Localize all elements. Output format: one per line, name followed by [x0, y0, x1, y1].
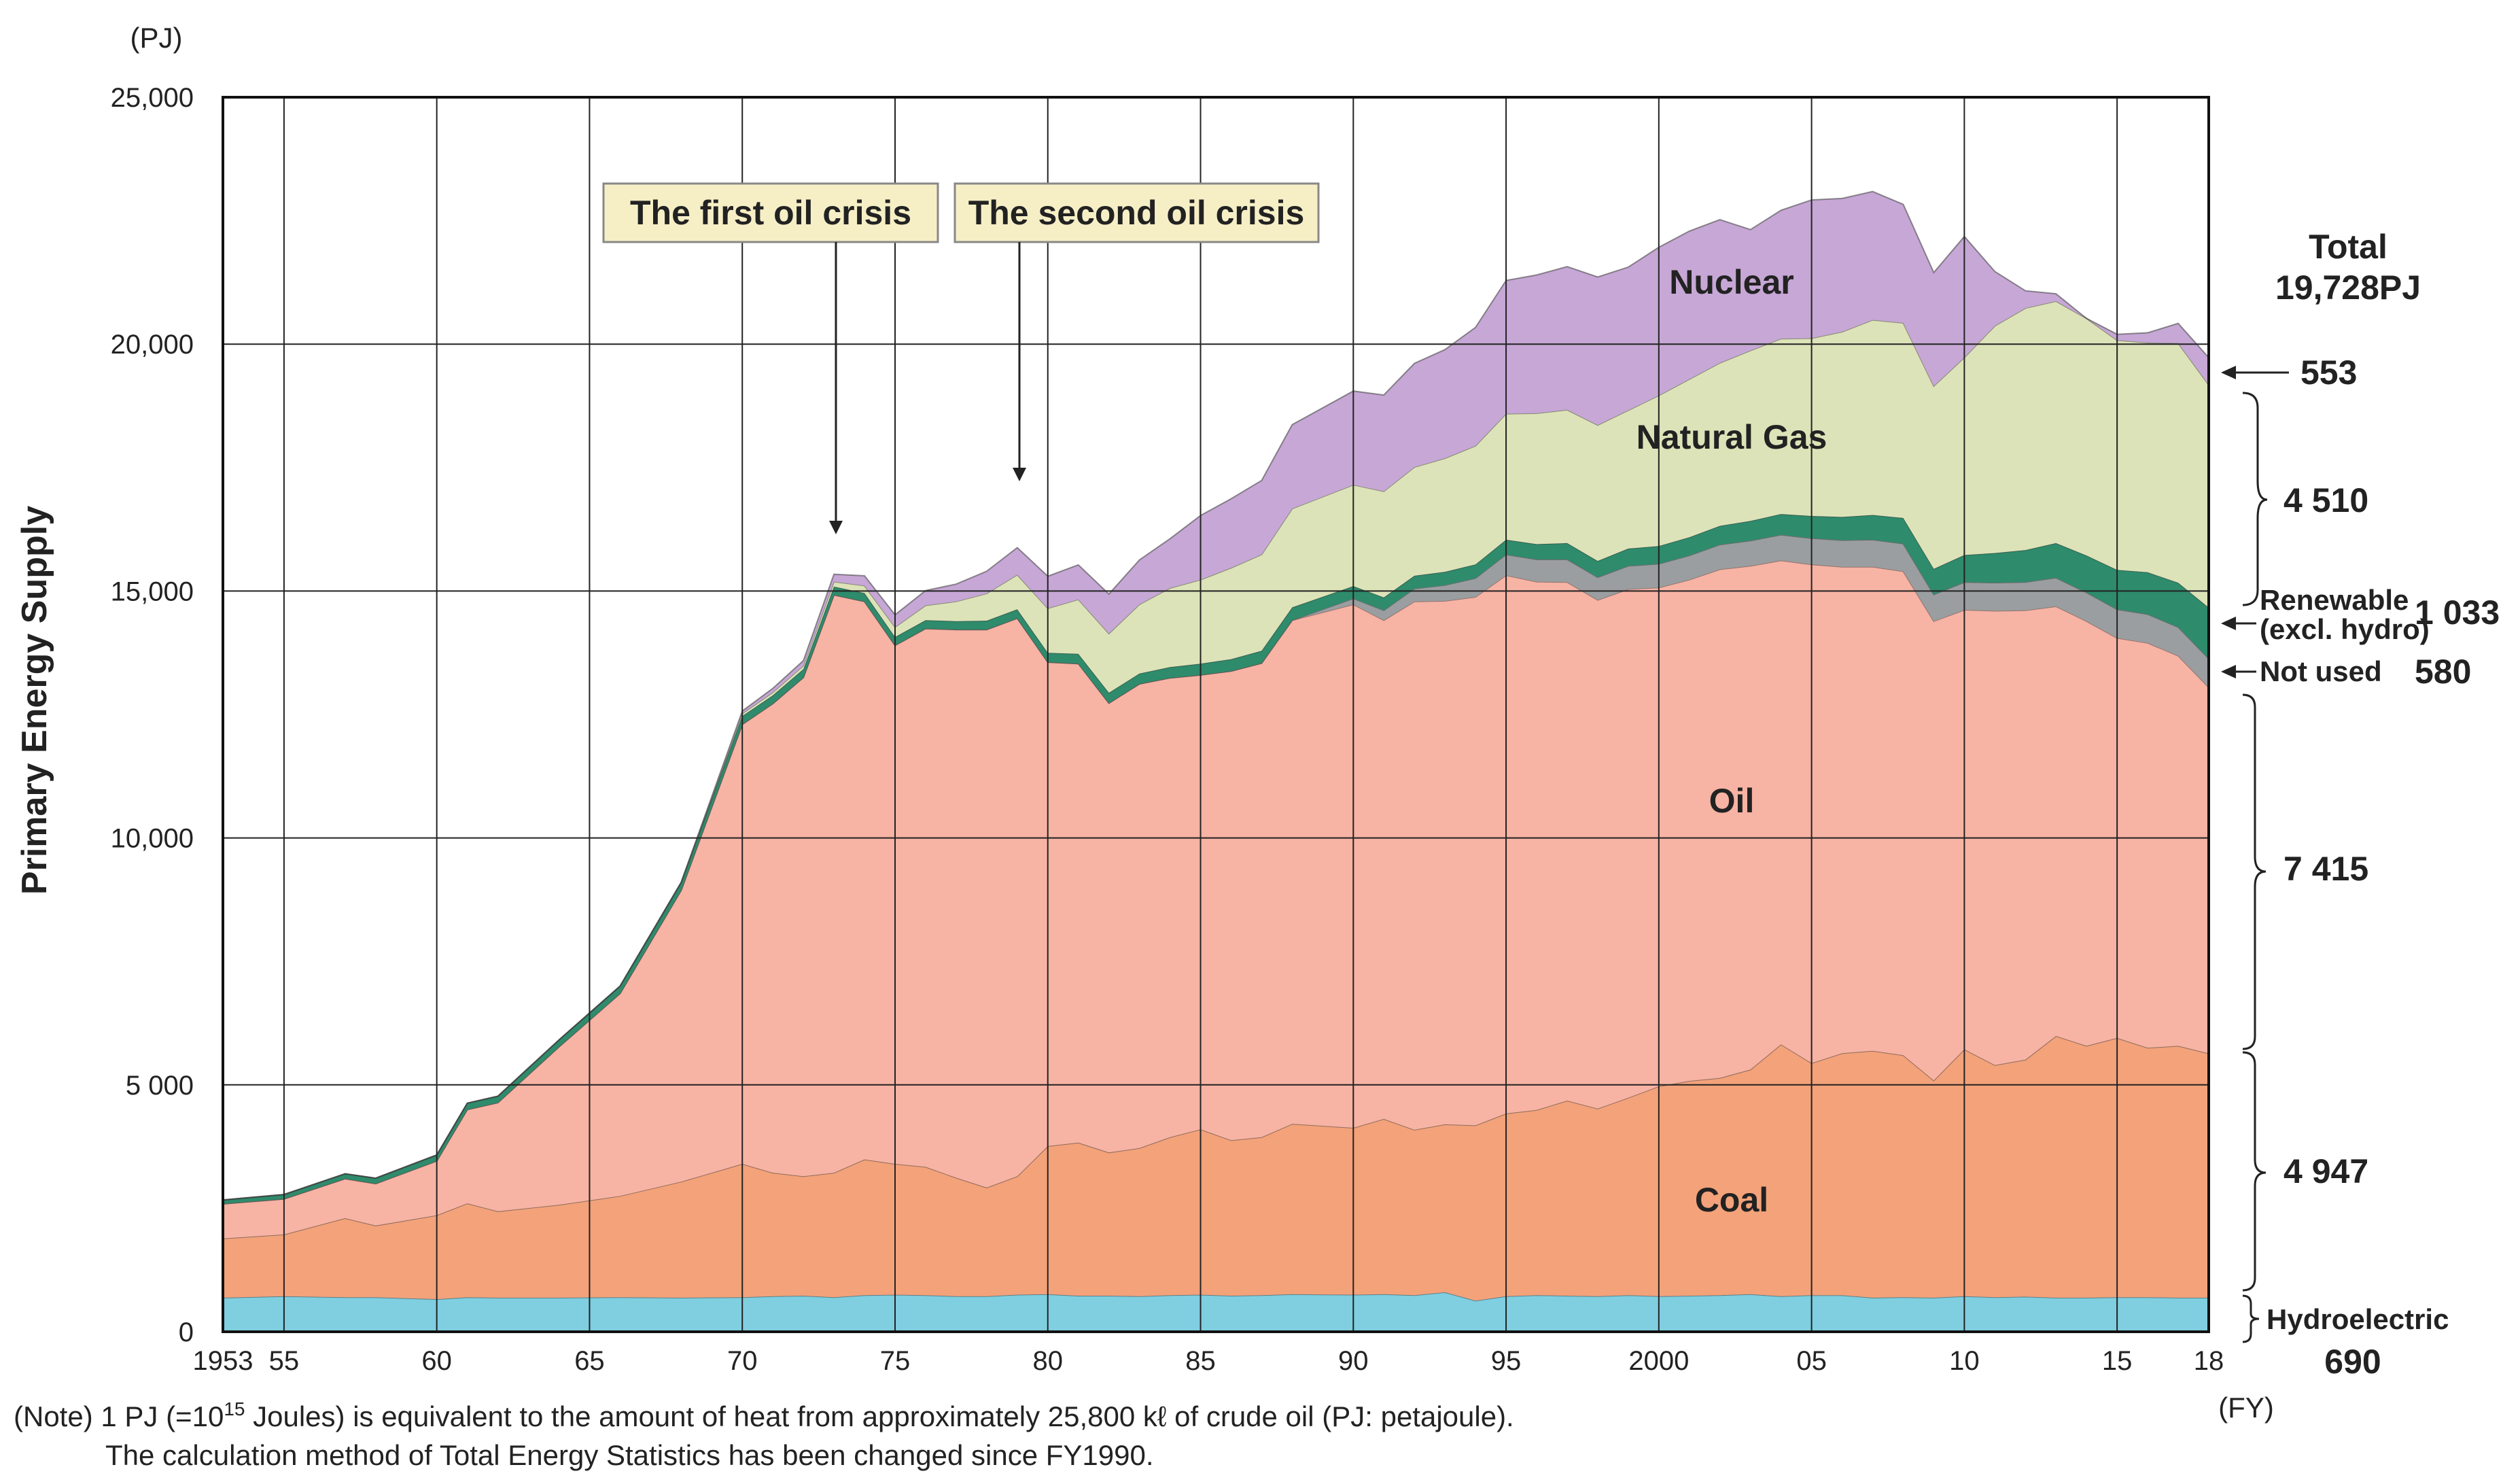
- y-tick-label: 15,000: [111, 576, 194, 606]
- edge-hydroelectric: [222, 1291, 2209, 1302]
- area-nuclear: [223, 191, 2209, 1201]
- y-tick-label: 10,000: [111, 824, 194, 854]
- x-tick-label: 85: [1185, 1346, 1216, 1376]
- first-oil-crisis-label: The first oil crisis: [630, 194, 911, 232]
- note-suffix: Joules) is equivalent to the amount of h…: [245, 1400, 1513, 1432]
- note-superscript: 15: [224, 1398, 245, 1419]
- x-tick-label: 2000: [1628, 1346, 1689, 1376]
- x-tick-label: 70: [727, 1346, 758, 1376]
- x-axis-ticks: 1953 55 60 65 70 75 80 85 90 95 2000 05 10 15 18: [193, 1346, 2224, 1376]
- y-axis-ticks: 0 5 000 10,000 15,000 20,000 25,000: [111, 83, 194, 1347]
- y-tick-label: 20,000: [111, 330, 194, 360]
- area-natural-gas: [223, 301, 2209, 1201]
- nuclear-value: 553: [2300, 354, 2357, 392]
- coal-brace: [2242, 1051, 2267, 1292]
- y-tick-label: 5 000: [126, 1071, 194, 1101]
- oil-value: 7 415: [2283, 850, 2368, 888]
- x-tick-label: 90: [1338, 1346, 1369, 1376]
- first-crisis-arrowhead: [829, 521, 843, 534]
- renewable-label-1: Renewable: [2260, 584, 2409, 616]
- note-prefix: (Note) 1 PJ (=10: [14, 1400, 224, 1432]
- oil-crisis-annotations: The first oil crisis The second oil cris…: [602, 182, 1320, 534]
- series-label-nuclear: Nuclear: [1669, 263, 1793, 301]
- footnote: (Note) 1 PJ (=1015 Joules) is equivalent…: [14, 1398, 1514, 1471]
- area-not-used: [223, 534, 2209, 1204]
- nuclear-arrowhead: [2221, 366, 2236, 379]
- not-used-value: 580: [2415, 653, 2471, 691]
- x-tick-label: 18: [2194, 1346, 2224, 1376]
- area-coal: [223, 1035, 2209, 1301]
- x-tick-label: 95: [1491, 1346, 1522, 1376]
- coal-value: 4 947: [2283, 1152, 2368, 1190]
- area-oil: [223, 560, 2209, 1239]
- x-tick-label: 10: [1949, 1346, 1980, 1376]
- hydro-brace: [2242, 1294, 2260, 1343]
- second-crisis-arrowhead: [1013, 468, 1026, 481]
- x-tick-label: 05: [1796, 1346, 1827, 1376]
- not-used-label: Not used: [2260, 655, 2382, 687]
- y-tick-label: 25,000: [111, 83, 194, 113]
- y-tick-label: 0: [179, 1317, 194, 1347]
- edge-nuclear: [222, 190, 2209, 1201]
- x-tick-label: 75: [880, 1346, 911, 1376]
- not-used-arrowhead: [2221, 665, 2236, 678]
- hydro-value: 690: [2324, 1343, 2381, 1381]
- series-label-oil: Oil: [1709, 782, 1755, 820]
- x-tick-label: 80: [1033, 1346, 1064, 1376]
- x-tick-label: 1953: [193, 1346, 253, 1376]
- second-oil-crisis-label: The second oil crisis: [968, 194, 1305, 232]
- renewable-arrowhead: [2221, 617, 2236, 630]
- renewable-label-2: (excl. hydro): [2260, 613, 2430, 645]
- note-line-1: (Note) 1 PJ (=1015 Joules) is equivalent…: [14, 1398, 1514, 1432]
- series-label-coal: Coal: [1695, 1181, 1768, 1219]
- total-value: 19,728PJ: [2275, 269, 2421, 307]
- y-unit-label: (PJ): [130, 22, 183, 54]
- natural-gas-brace: [2242, 392, 2268, 606]
- total-title: Total: [2309, 228, 2387, 266]
- series-areas: [222, 190, 2209, 1332]
- area-hydroelectric: [223, 1292, 2209, 1332]
- x-tick-label: 65: [574, 1346, 605, 1376]
- oil-brace: [2242, 693, 2267, 1050]
- hydro-label: Hydroelectric: [2267, 1303, 2449, 1335]
- renewable-value: 1 033: [2415, 593, 2500, 632]
- plot-frame: [222, 96, 2210, 1333]
- x-unit-label: (FY): [2218, 1392, 2274, 1424]
- note-line-2: The calculation method of Total Energy S…: [105, 1439, 1154, 1471]
- x-tick-label: 60: [421, 1346, 452, 1376]
- right-value-annotations: Total 19,728PJ 553 4 510 Renewable (excl…: [2221, 228, 2500, 1381]
- series-label-natural-gas: Natural Gas: [1637, 418, 1827, 456]
- x-tick-label: 15: [2102, 1346, 2133, 1376]
- y-axis-title: Primary Energy Supply: [15, 506, 54, 895]
- x-tick-label: 55: [269, 1346, 300, 1376]
- natural-gas-value: 4 510: [2283, 481, 2368, 519]
- series-labels: Nuclear Natural Gas Oil Coal: [1637, 263, 1827, 1219]
